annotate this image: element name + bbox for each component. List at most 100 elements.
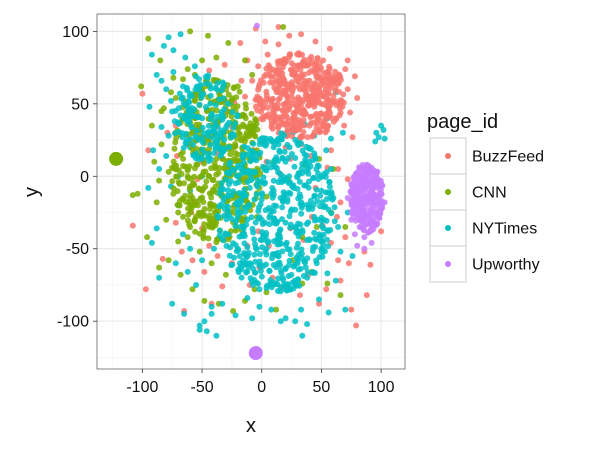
data-point (313, 72, 320, 79)
data-point (354, 95, 361, 101)
data-point (305, 219, 312, 226)
data-point (311, 85, 317, 92)
data-point (293, 229, 300, 236)
data-point (251, 196, 258, 203)
data-point (281, 148, 288, 155)
data-point (214, 80, 221, 87)
data-point (323, 69, 330, 76)
data-point (313, 236, 320, 243)
data-point (327, 193, 334, 200)
data-point (242, 57, 248, 64)
legend-key-nytimes (445, 225, 451, 231)
data-point (292, 206, 299, 213)
data-point (280, 155, 286, 162)
data-point (290, 263, 297, 270)
data-point (251, 236, 258, 243)
data-point (189, 145, 196, 152)
data-point (331, 204, 338, 211)
data-point (325, 104, 331, 111)
data-point (275, 41, 282, 48)
data-point (308, 67, 315, 74)
data-point (243, 105, 249, 112)
data-point (323, 169, 330, 175)
data-point (289, 71, 296, 78)
data-point (267, 136, 274, 142)
data-point (302, 264, 309, 271)
data-point (244, 252, 251, 259)
data-point (328, 189, 335, 196)
data-point (199, 146, 206, 153)
data-point (311, 150, 318, 157)
data-point (316, 300, 322, 307)
data-point (196, 322, 203, 329)
data-point (256, 95, 263, 102)
data-point (282, 59, 289, 66)
data-point (268, 190, 275, 197)
data-point (216, 96, 223, 103)
data-point (236, 124, 243, 131)
data-point (241, 123, 248, 130)
data-point (200, 235, 207, 242)
data-point (236, 131, 243, 138)
data-point (286, 32, 293, 39)
data-point (304, 134, 311, 141)
data-point (337, 100, 344, 107)
data-point (208, 165, 215, 172)
data-point (318, 233, 324, 240)
data-point (293, 244, 300, 251)
data-point (314, 198, 321, 204)
cluster-upworthy (347, 162, 386, 236)
data-point (295, 266, 302, 273)
data-point (292, 318, 299, 325)
data-point (259, 191, 266, 198)
data-point (354, 173, 361, 180)
data-point (328, 166, 334, 172)
data-point (237, 223, 244, 230)
data-point (279, 70, 286, 77)
data-point (242, 135, 249, 142)
data-point (158, 141, 165, 148)
y-tick-label: -100 (57, 314, 89, 331)
data-point (256, 303, 263, 310)
data-point (271, 202, 277, 209)
data-point (319, 245, 326, 252)
data-point (282, 315, 289, 322)
data-point (277, 240, 284, 247)
data-point (301, 56, 308, 63)
data-point (313, 186, 320, 193)
data-point (378, 122, 385, 129)
data-point (224, 100, 231, 107)
legend-label-nytimes: NYTimes (472, 221, 537, 238)
data-point (176, 105, 182, 112)
data-point (266, 214, 273, 221)
data-point (252, 258, 259, 265)
data-point (168, 89, 174, 96)
data-point (240, 231, 247, 238)
data-point (323, 147, 330, 154)
data-point (172, 260, 179, 267)
data-point (273, 306, 280, 313)
data-point (233, 248, 240, 255)
data-point (145, 35, 152, 42)
data-point (269, 79, 276, 86)
data-point (298, 306, 305, 313)
data-point (225, 236, 232, 243)
data-point (158, 108, 165, 115)
data-point (319, 101, 326, 108)
data-point (342, 224, 349, 230)
data-point (263, 251, 270, 258)
cluster-nytimes (169, 72, 241, 164)
data-point (252, 116, 259, 122)
data-point (222, 230, 229, 237)
data-point (215, 214, 222, 221)
data-point (222, 271, 229, 278)
data-point (306, 97, 313, 104)
data-point (285, 118, 292, 124)
data-point (181, 180, 187, 187)
data-point (273, 218, 280, 225)
data-point (211, 245, 217, 252)
data-point (242, 93, 248, 100)
data-point (303, 152, 310, 159)
data-point (251, 168, 258, 175)
data-point (348, 199, 355, 206)
